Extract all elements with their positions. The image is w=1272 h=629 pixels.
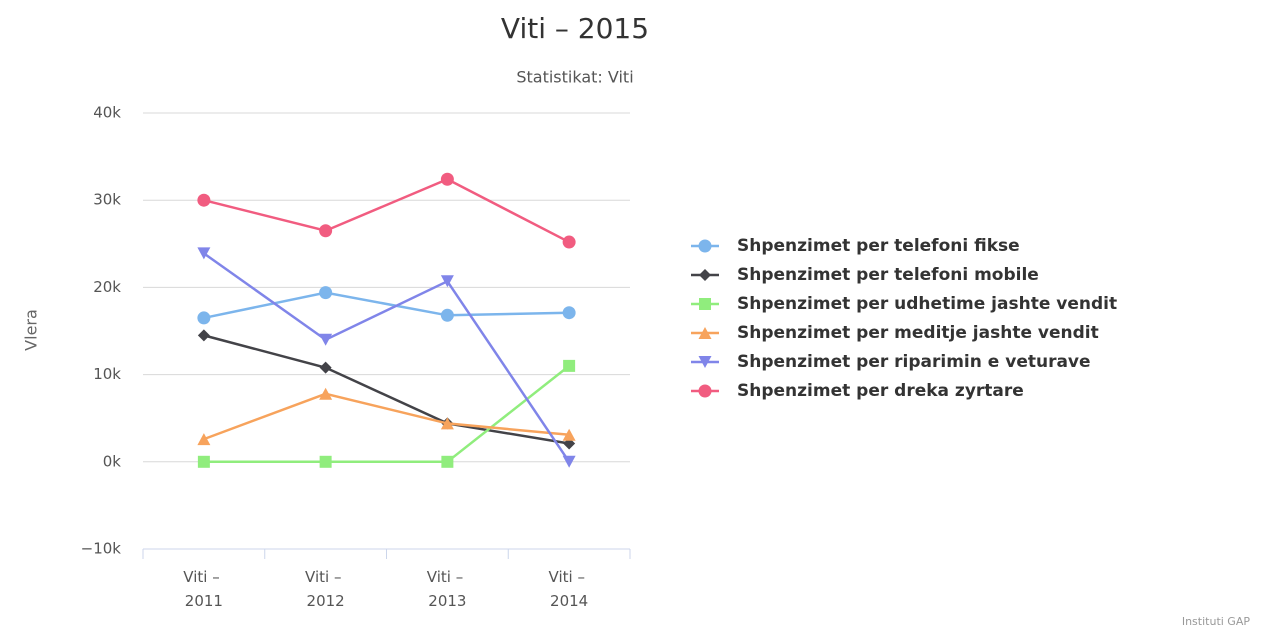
legend-item: Shpenzimet per meditje jashte vendit	[691, 323, 1099, 343]
legend-item: Shpenzimet per dreka zyrtare	[691, 381, 1024, 401]
y-tick-label: −10k	[81, 540, 122, 558]
x-tick-label: Viti – 2012	[305, 568, 346, 610]
point-marker	[197, 455, 210, 468]
legend-marker	[698, 327, 712, 339]
y-tick-label: 0k	[103, 452, 122, 470]
legend-label: Shpenzimet per meditje jashte vendit	[737, 323, 1099, 343]
chart-title: Viti – 2015	[501, 12, 649, 45]
x-tick-label: Viti – 2011	[183, 568, 224, 610]
legend-item: Shpenzimet per telefoni mobile	[691, 265, 1039, 285]
series-line	[203, 334, 570, 445]
point-marker	[319, 361, 332, 374]
legend-marker	[699, 269, 711, 281]
legend-label: Shpenzimet per dreka zyrtare	[737, 381, 1024, 401]
point-marker	[562, 455, 576, 468]
point-marker	[197, 193, 211, 207]
y-tick-label: 10k	[93, 365, 121, 383]
x-tick-label: Viti – 2014	[549, 568, 590, 610]
x-tick-label: Viti – 2013	[427, 568, 468, 610]
y-tick-label: 30k	[93, 191, 121, 209]
y-axis-title: Vlera	[22, 309, 41, 351]
chart-subtitle: Statistikat: Viti	[516, 68, 633, 87]
point-marker	[197, 247, 211, 260]
legend-item: Shpenzimet per riparimin e veturave	[691, 352, 1091, 372]
point-marker	[197, 433, 211, 446]
legend-label: Shpenzimet per riparimin e veturave	[737, 352, 1091, 372]
point-marker	[440, 172, 454, 186]
legend-marker	[698, 384, 712, 398]
legend-label: Shpenzimet per telefoni mobile	[737, 265, 1039, 285]
legend-label: Shpenzimet per udhetime jashte vendit	[737, 294, 1117, 314]
legend-marker	[698, 356, 712, 368]
series-line	[203, 252, 571, 463]
legend-item: Shpenzimet per telefoni fikse	[691, 236, 1020, 256]
series-line	[203, 392, 570, 441]
credits: Instituti GAP	[1182, 615, 1251, 628]
point-marker	[440, 417, 454, 430]
point-marker	[319, 387, 333, 400]
legend-marker	[698, 239, 712, 253]
legend-label: Shpenzimet per telefoni fikse	[737, 236, 1020, 256]
y-tick-label: 20k	[93, 278, 121, 296]
point-marker	[319, 224, 333, 238]
legend-marker	[699, 298, 711, 310]
series-line	[203, 364, 570, 464]
y-tick-label: 40k	[93, 104, 121, 122]
series-line	[203, 177, 570, 244]
point-marker	[441, 455, 454, 468]
legend-item: Shpenzimet per udhetime jashte vendit	[691, 294, 1117, 314]
point-marker	[319, 286, 333, 300]
point-marker	[440, 275, 454, 288]
point-marker	[562, 428, 576, 441]
series-line	[203, 291, 570, 320]
point-marker	[197, 329, 210, 342]
point-marker	[319, 455, 332, 468]
point-marker	[562, 306, 576, 320]
point-marker	[563, 359, 576, 372]
point-marker	[197, 311, 211, 325]
point-marker	[562, 235, 576, 249]
point-marker	[319, 333, 333, 346]
point-marker	[440, 308, 454, 322]
